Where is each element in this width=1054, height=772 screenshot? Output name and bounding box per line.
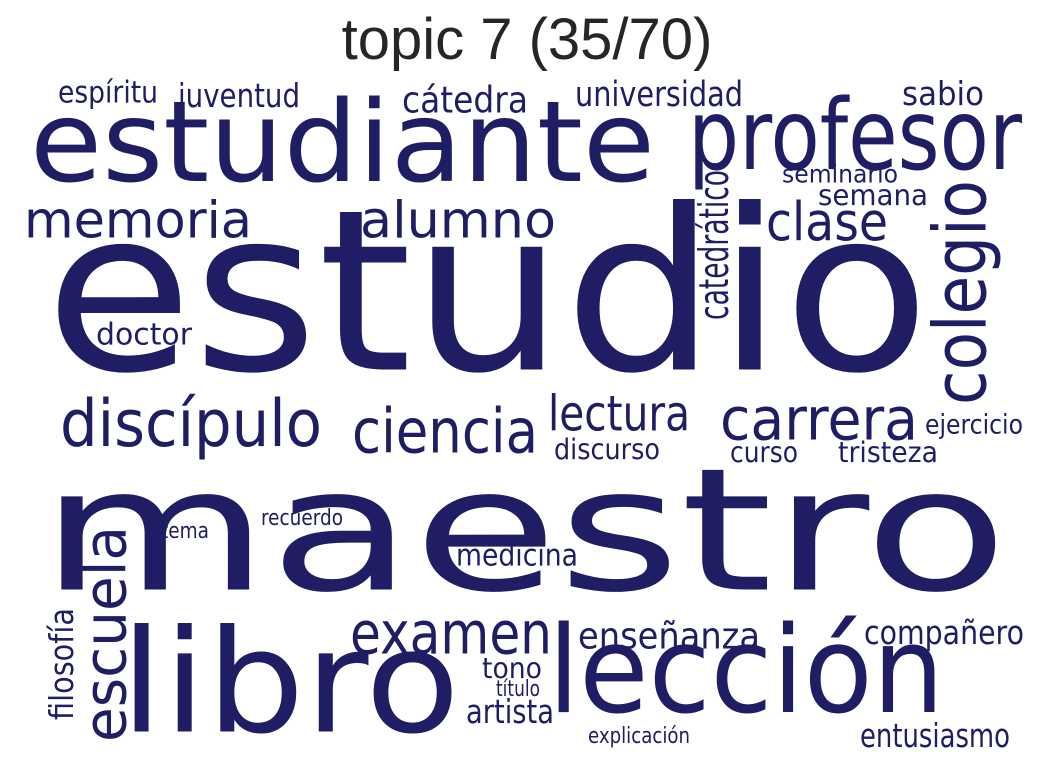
word-recuerdo: recuerdo — [261, 505, 343, 531]
page-title: topic 7 (35/70) — [341, 7, 713, 72]
word-universidad: universidad — [575, 75, 743, 115]
word-leccion: lección — [548, 601, 944, 741]
word-libro: libro — [120, 599, 460, 766]
word-seminario: seminario — [782, 160, 898, 189]
word-catedra: cátedra — [402, 79, 528, 122]
word-discipulo: discípulo — [60, 386, 322, 462]
word-alumno: alumno — [360, 192, 556, 251]
word-semana: semana — [818, 178, 928, 212]
word-doctor: doctor — [96, 318, 192, 353]
word-profesor: profesor — [688, 79, 1023, 193]
word-catedratico: catedrático — [690, 170, 738, 320]
word-carrera: carrera — [720, 385, 918, 454]
word-juventud: juventud — [177, 77, 300, 115]
word-tema: tema — [161, 518, 209, 544]
word-titulo: título — [496, 676, 540, 702]
word-companero: compañero — [864, 614, 1024, 652]
word-maestro: maestro — [40, 433, 1008, 631]
word-ensenanza: enseñanza — [578, 615, 760, 658]
word-clase: clase — [766, 191, 888, 253]
word-colegio: colegio — [919, 180, 1004, 405]
word-escuela: escuela — [71, 526, 140, 742]
word-ciencia: ciencia — [352, 397, 538, 468]
word-entusiasmo: entusiasmo — [860, 717, 1010, 755]
word-estudiante: estudiante — [30, 78, 655, 208]
word-estudio: estudio — [45, 162, 930, 423]
word-artista: artista — [466, 693, 554, 731]
word-memoria: memoria — [24, 192, 252, 251]
word-tono: tono — [482, 651, 542, 685]
word-lectura: lectura — [548, 386, 690, 443]
word-ejercicio: ejercicio — [925, 410, 1023, 441]
word-espiritu: espíritu — [58, 76, 158, 111]
word-medicina: medicina — [456, 539, 578, 574]
word-sabio: sabio — [902, 75, 984, 113]
word-explicacion: explicación — [588, 723, 690, 749]
word-tristeza: tristeza — [838, 435, 938, 469]
word-examen: examen — [350, 599, 552, 668]
word-discurso: discurso — [554, 432, 660, 466]
word-filosofia: filosofía — [43, 608, 81, 720]
word-curso: curso — [730, 435, 798, 469]
